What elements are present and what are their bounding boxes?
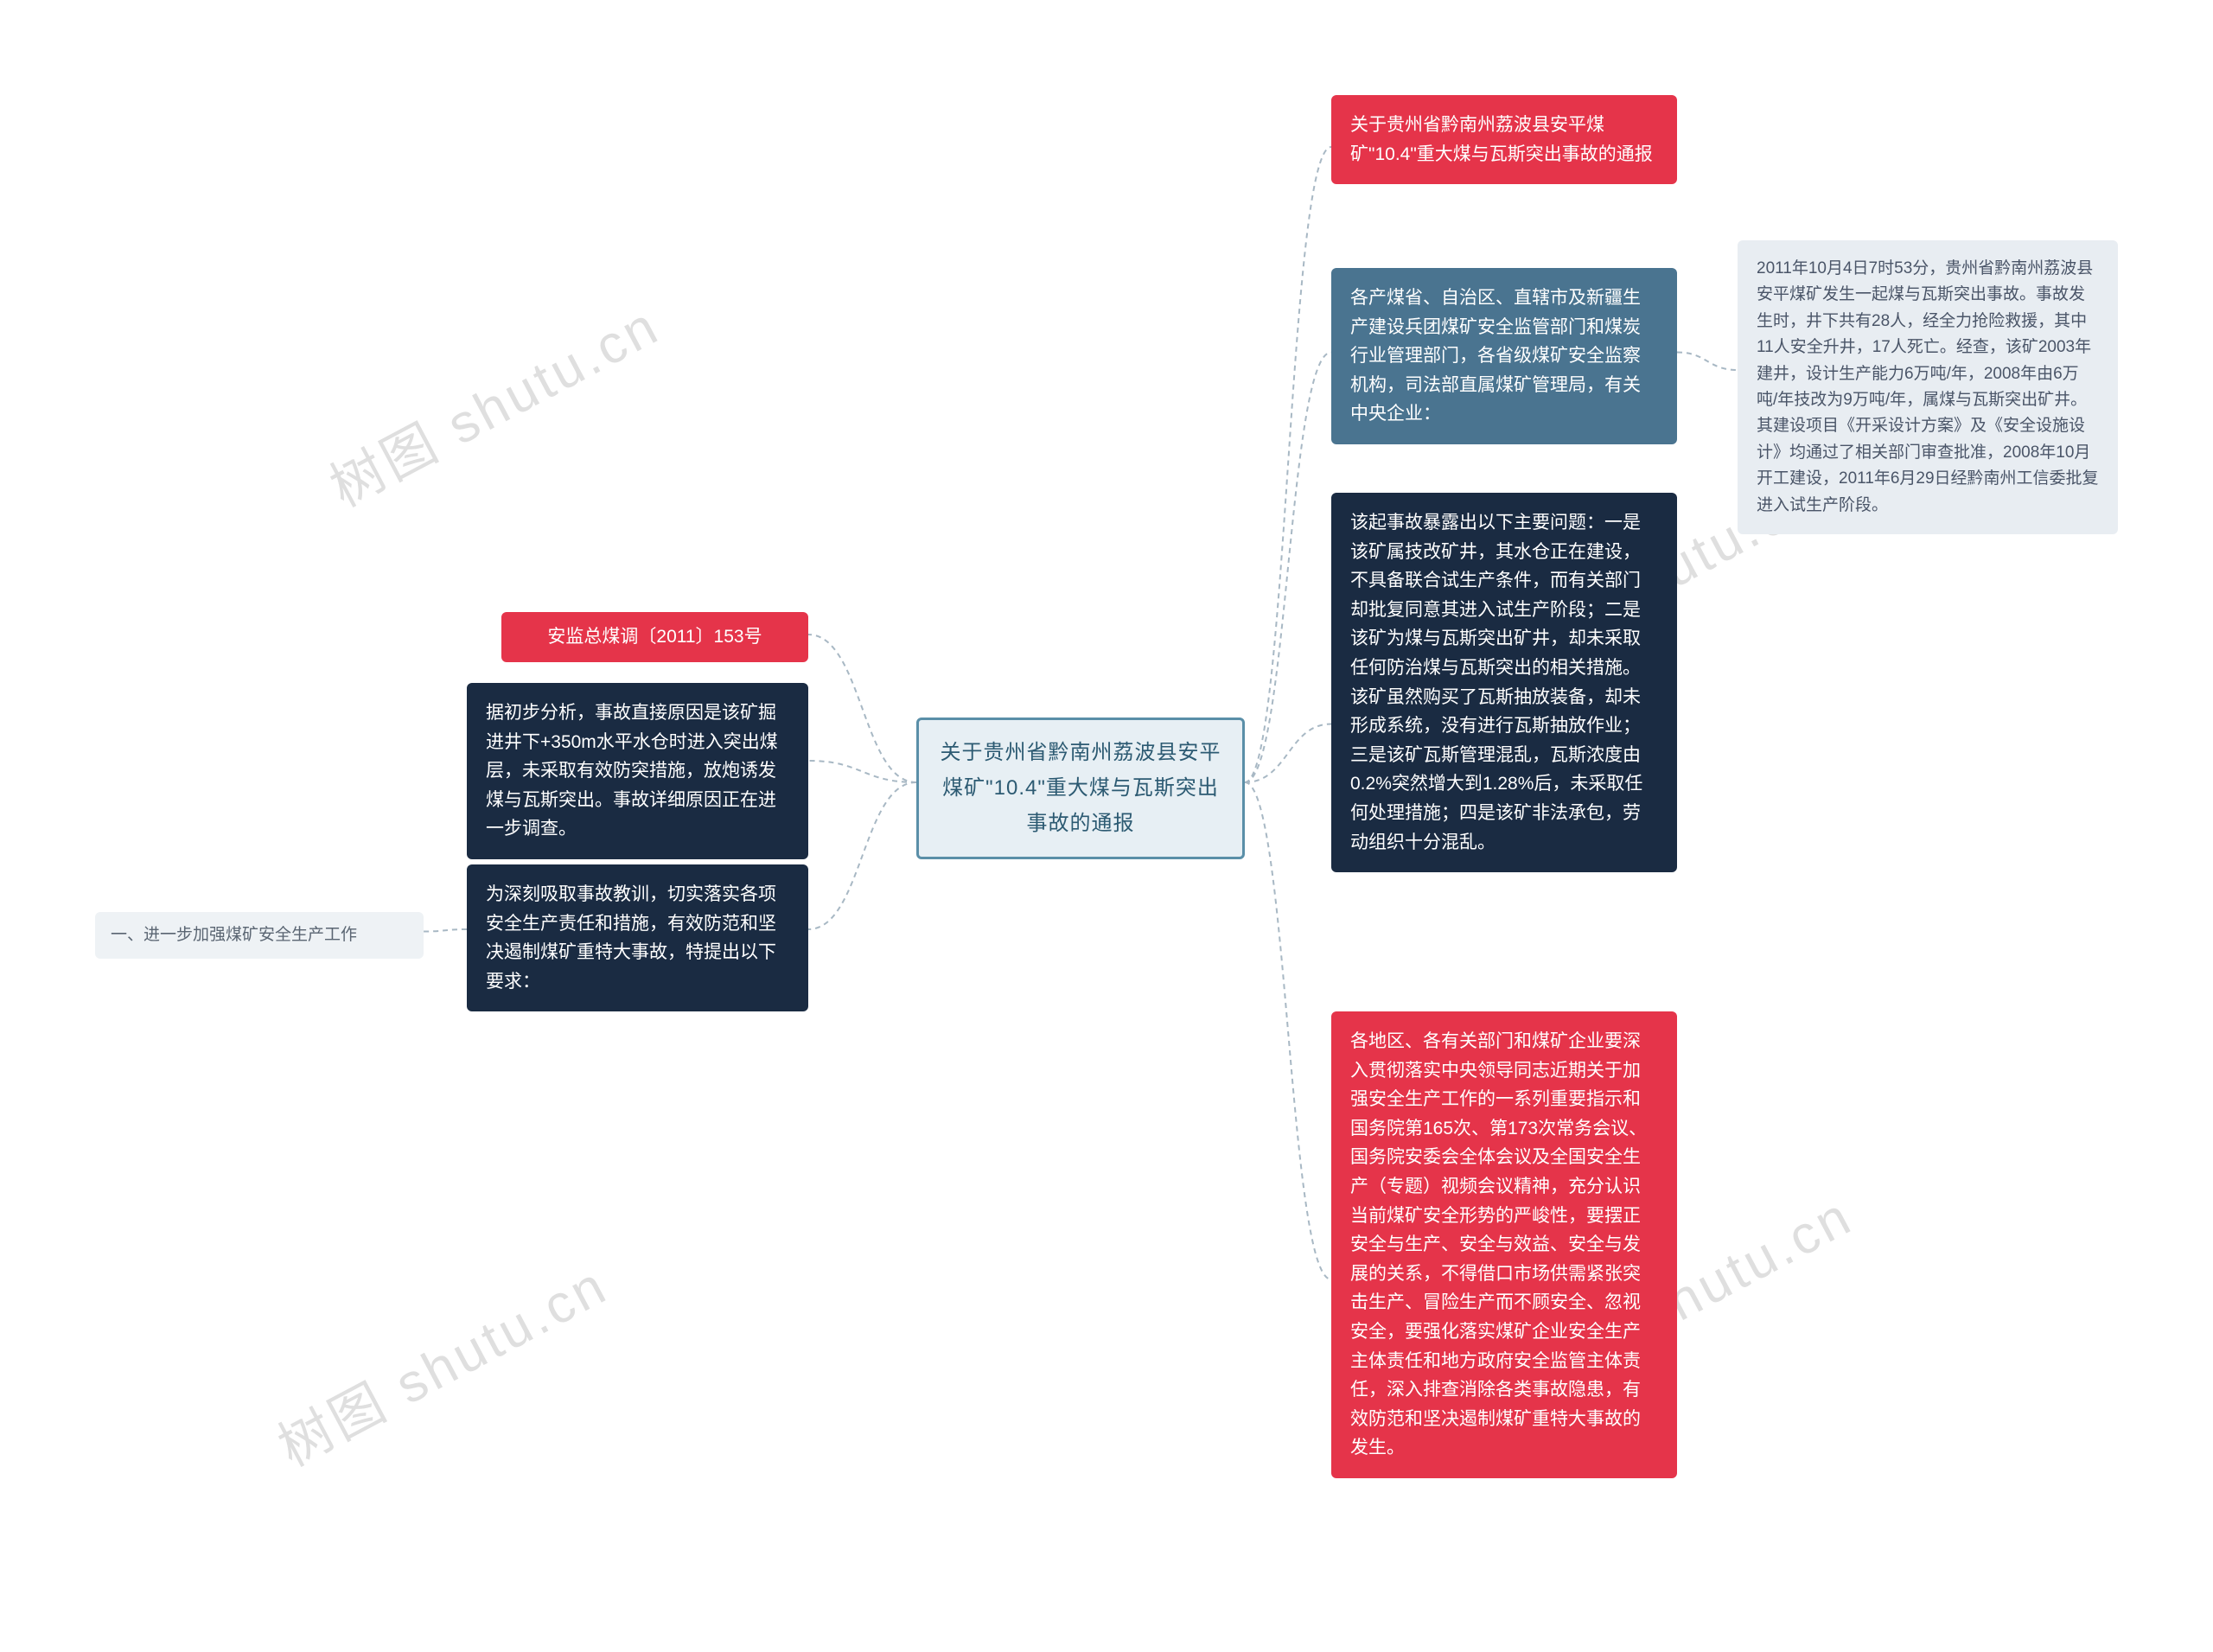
watermark: 树图 shutu.cn [314, 283, 671, 521]
requirement-text: 为深刻吸取事故教训，切实落实各项安全生产责任和措施，有效防范和坚决遏制煤矿重特大… [486, 884, 776, 992]
watermark: 树图 shutu.cn [262, 1242, 619, 1481]
recipients-text: 各产煤省、自治区、直辖市及新疆生产建设兵团煤矿安全监管部门和煤炭行业管理部门，各… [1350, 288, 1641, 424]
background-node: 2011年10月4日7时53分，贵州省黔南州荔波县安平煤矿发生一起煤与瓦斯突出事… [1738, 240, 2118, 534]
doc-number-text: 安监总煤调〔2011〕153号 [547, 627, 762, 647]
doc-number-node: 安监总煤调〔2011〕153号 [501, 612, 808, 662]
recipients-node: 各产煤省、自治区、直辖市及新疆生产建设兵团煤矿安全监管部门和煤炭行业管理部门，各… [1331, 268, 1677, 444]
analysis-text: 据初步分析，事故直接原因是该矿掘进井下+350m水平水仓时进入突出煤层，未采取有… [486, 703, 778, 839]
problems-text: 该起事故暴露出以下主要问题：一是该矿属技改矿井，其水仓正在建设，不具备联合试生产… [1350, 513, 1642, 852]
central-node: 关于贵州省黔南州荔波县安平煤矿"10.4"重大煤与瓦斯突出事故的通报 [916, 718, 1245, 859]
analysis-node: 据初步分析，事故直接原因是该矿掘进井下+350m水平水仓时进入突出煤层，未采取有… [467, 683, 808, 859]
title-repeat-text: 关于贵州省黔南州荔波县安平煤矿"10.4"重大煤与瓦斯突出事故的通报 [1350, 115, 1653, 164]
requirement-node: 为深刻吸取事故教训，切实落实各项安全生产责任和措施，有效防范和坚决遏制煤矿重特大… [467, 864, 808, 1011]
central-text: 关于贵州省黔南州荔波县安平煤矿"10.4"重大煤与瓦斯突出事故的通报 [941, 741, 1221, 835]
instruction-node: 各地区、各有关部门和煤矿企业要深入贯彻落实中央领导同志近期关于加强安全生产工作的… [1331, 1011, 1677, 1478]
leaf-node: 一、进一步加强煤矿安全生产工作 [95, 912, 424, 959]
title-repeat-node: 关于贵州省黔南州荔波县安平煤矿"10.4"重大煤与瓦斯突出事故的通报 [1331, 95, 1677, 184]
problems-node: 该起事故暴露出以下主要问题：一是该矿属技改矿井，其水仓正在建设，不具备联合试生产… [1331, 493, 1677, 872]
instruction-text: 各地区、各有关部门和煤矿企业要深入贯彻落实中央领导同志近期关于加强安全生产工作的… [1350, 1031, 1647, 1457]
background-text: 2011年10月4日7时53分，贵州省黔南州荔波县安平煤矿发生一起煤与瓦斯突出事… [1757, 259, 2099, 514]
leaf-text: 一、进一步加强煤矿安全生产工作 [111, 926, 357, 944]
